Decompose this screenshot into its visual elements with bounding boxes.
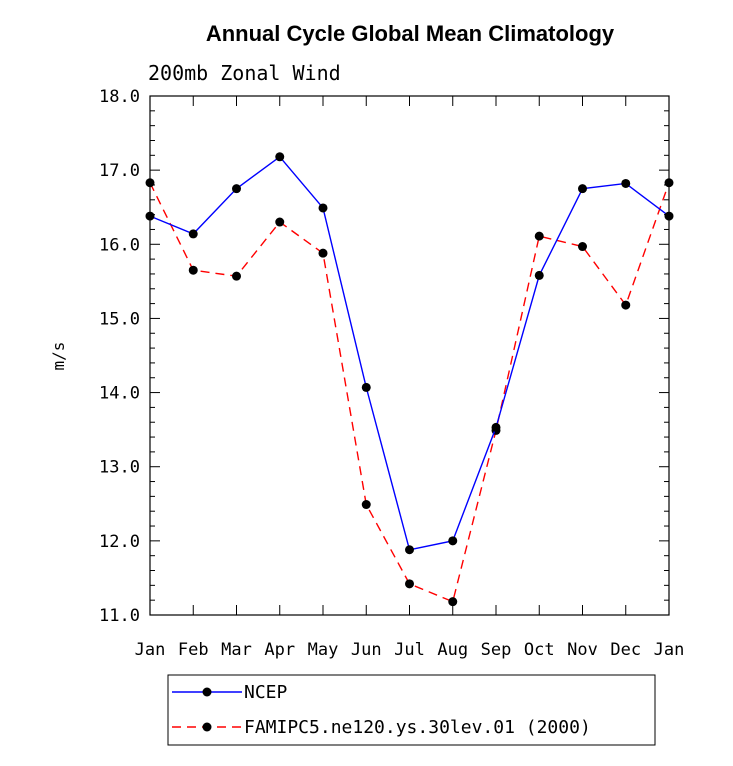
data-point: [621, 178, 631, 188]
data-point: [145, 211, 155, 221]
x-tick-label: Feb: [178, 640, 209, 660]
legend-marker: [202, 722, 212, 732]
data-point: [491, 422, 501, 432]
series-line: [149, 182, 670, 603]
data-point: [188, 229, 198, 239]
data-point: [361, 500, 371, 510]
y-tick-label: 16.0: [99, 235, 140, 255]
series-1: [145, 178, 674, 607]
legend: NCEP FAMIPC5.ne120.ys.30lev.01 (2000): [172, 682, 591, 738]
x-tick-label: Nov: [567, 640, 598, 660]
chart-subtitle: 200mb Zonal Wind: [148, 61, 341, 85]
x-tick-label: Sep: [481, 640, 512, 660]
legend-label: FAMIPC5.ne120.ys.30lev.01 (2000): [244, 717, 591, 738]
chart-title: Annual Cycle Global Mean Climatology: [206, 21, 615, 46]
data-point: [448, 597, 458, 607]
y-axis-label: m/s: [49, 342, 68, 371]
x-tick-label: Jan: [654, 640, 685, 660]
axes-layer: 11.0 12.0 13.0 14.0 15.0 16.0 17.0 18.0 Jan Feb Ma…: [99, 87, 684, 660]
x-tick-label: Mar: [221, 640, 252, 660]
data-point: [145, 178, 155, 188]
data-point: [664, 211, 674, 221]
plot-frame: [149, 95, 670, 616]
data-point: [578, 242, 587, 252]
data-point: [361, 382, 371, 392]
data-point: [232, 184, 241, 194]
y-tick-label: 17.0: [99, 161, 140, 181]
y-tick-label: 18.0: [99, 87, 140, 107]
y-tick-label: 11.0: [99, 606, 140, 626]
x-tick-label: Dec: [610, 640, 641, 660]
x-tick-label: Jun: [351, 640, 382, 660]
x-tick-label: May: [308, 640, 339, 660]
data-point: [534, 231, 544, 241]
y-tick-label: 14.0: [99, 384, 140, 404]
legend-label: NCEP: [244, 682, 288, 703]
x-tick-label: Apr: [264, 640, 295, 660]
data-point: [275, 152, 285, 162]
data-point: [664, 178, 674, 188]
y-tick-label: 12.0: [99, 532, 140, 552]
x-tick-label: Oct: [524, 640, 555, 660]
data-point: [534, 270, 544, 280]
data-point: [188, 265, 198, 275]
series-line: [149, 155, 670, 551]
data-point: [232, 271, 241, 281]
data-point: [318, 248, 328, 258]
legend-box: [167, 674, 656, 746]
data-point: [318, 203, 328, 213]
x-tick-label: Aug: [437, 640, 468, 660]
data-point: [621, 300, 631, 310]
data-point: [275, 217, 285, 227]
series-0: [145, 152, 674, 555]
legend-marker: [202, 687, 212, 697]
y-tick-label: 13.0: [99, 458, 140, 478]
data-point: [405, 545, 414, 555]
x-tick-label: Jul: [394, 640, 425, 660]
x-tick-label: Jan: [135, 640, 166, 660]
data-point: [405, 579, 414, 589]
y-tick-label: 15.0: [99, 309, 140, 329]
data-point: [578, 184, 587, 194]
series-layer: [145, 152, 674, 607]
data-point: [448, 536, 458, 546]
